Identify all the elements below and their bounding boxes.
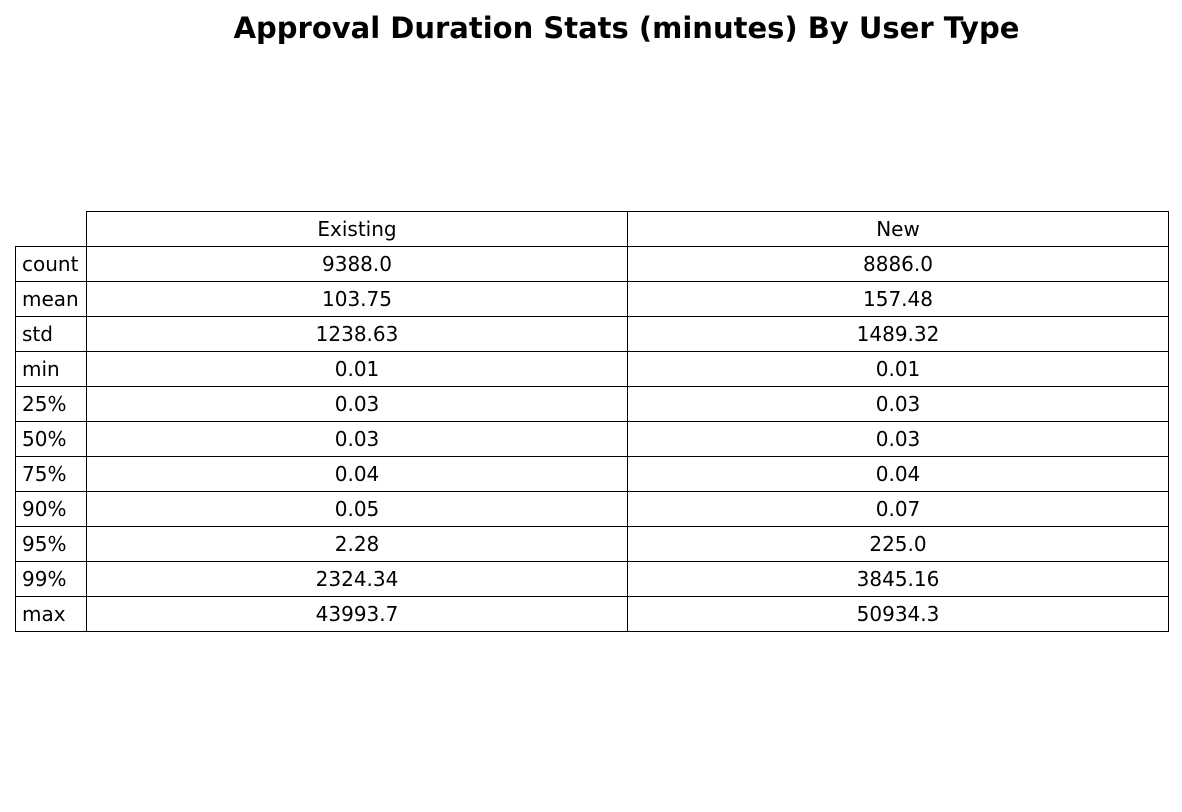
row-label: 25% [15,386,87,422]
table-cell: 9388.0 [86,246,628,282]
table-row: min 0.01 0.01 [15,351,1169,387]
row-label: max [15,596,87,632]
table-row: 50% 0.03 0.03 [15,421,1169,457]
table-cell: 1238.63 [86,316,628,352]
table-cell: 43993.7 [86,596,628,632]
table-cell: 0.04 [86,456,628,492]
table-cell: 157.48 [627,281,1169,317]
table-row: 90% 0.05 0.07 [15,491,1169,527]
table-cell: 225.0 [627,526,1169,562]
row-label: min [15,351,87,387]
table-cell: 2.28 [86,526,628,562]
table-cell: 0.05 [86,491,628,527]
table-row: std 1238.63 1489.32 [15,316,1169,352]
row-label: 95% [15,526,87,562]
table-row: 99% 2324.34 3845.16 [15,561,1169,597]
table-cell: 0.07 [627,491,1169,527]
row-label: count [15,246,87,282]
table-row: mean 103.75 157.48 [15,281,1169,317]
column-header-existing: Existing [86,211,628,247]
table-row: 25% 0.03 0.03 [15,386,1169,422]
table-row: max 43993.7 50934.3 [15,596,1169,632]
table-cell: 0.03 [86,421,628,457]
corner-cell [16,212,87,247]
table-row: 75% 0.04 0.04 [15,456,1169,492]
table-cell: 0.01 [86,351,628,387]
stats-table: Existing New count 9388.0 8886.0 mean 103.75… [15,211,1169,632]
table-cell: 0.03 [86,386,628,422]
table-cell: 0.04 [627,456,1169,492]
table-cell: 8886.0 [627,246,1169,282]
table-cell: 0.03 [627,421,1169,457]
table-cell: 0.01 [627,351,1169,387]
row-label: 99% [15,561,87,597]
column-header-new: New [627,211,1169,247]
row-label: 75% [15,456,87,492]
table-cell: 50934.3 [627,596,1169,632]
row-label: std [15,316,87,352]
table-cell: 103.75 [86,281,628,317]
row-label: mean [15,281,87,317]
table-row: 95% 2.28 225.0 [15,526,1169,562]
table-row: count 9388.0 8886.0 [15,246,1169,282]
row-label: 90% [15,491,87,527]
header-row: Existing New [16,211,1169,247]
table-cell: 2324.34 [86,561,628,597]
table-cell: 3845.16 [627,561,1169,597]
table-cell: 0.03 [627,386,1169,422]
table-cell: 1489.32 [627,316,1169,352]
row-label: 50% [15,421,87,457]
chart-title: Approval Duration Stats (minutes) By Use… [233,11,1020,45]
